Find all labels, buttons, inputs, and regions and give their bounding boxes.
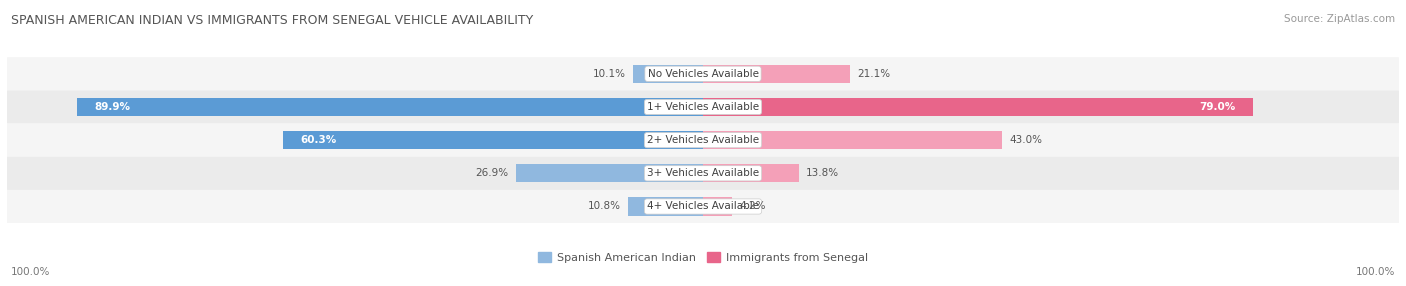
Text: 4.2%: 4.2%: [740, 202, 766, 211]
Text: 10.1%: 10.1%: [593, 69, 626, 79]
Bar: [628, 197, 703, 216]
Text: No Vehicles Available: No Vehicles Available: [648, 69, 758, 79]
Bar: [703, 98, 1253, 116]
Text: 43.0%: 43.0%: [1010, 135, 1042, 145]
Bar: [703, 65, 849, 83]
Text: 13.8%: 13.8%: [806, 168, 839, 178]
Text: Source: ZipAtlas.com: Source: ZipAtlas.com: [1284, 14, 1395, 24]
FancyBboxPatch shape: [7, 90, 1399, 124]
Bar: [77, 98, 703, 116]
Text: 21.1%: 21.1%: [856, 69, 890, 79]
FancyBboxPatch shape: [7, 157, 1399, 190]
FancyBboxPatch shape: [7, 190, 1399, 223]
Text: 1+ Vehicles Available: 1+ Vehicles Available: [647, 102, 759, 112]
Text: 100.0%: 100.0%: [11, 267, 51, 277]
Text: 2+ Vehicles Available: 2+ Vehicles Available: [647, 135, 759, 145]
Text: SPANISH AMERICAN INDIAN VS IMMIGRANTS FROM SENEGAL VEHICLE AVAILABILITY: SPANISH AMERICAN INDIAN VS IMMIGRANTS FR…: [11, 14, 533, 27]
Bar: [703, 164, 799, 182]
Bar: [703, 131, 1002, 149]
Text: 100.0%: 100.0%: [1355, 267, 1395, 277]
Bar: [703, 197, 733, 216]
FancyBboxPatch shape: [7, 124, 1399, 157]
Bar: [633, 65, 703, 83]
Text: 3+ Vehicles Available: 3+ Vehicles Available: [647, 168, 759, 178]
Bar: [284, 131, 703, 149]
Text: 89.9%: 89.9%: [94, 102, 131, 112]
Legend: Spanish American Indian, Immigrants from Senegal: Spanish American Indian, Immigrants from…: [533, 248, 873, 267]
Text: 79.0%: 79.0%: [1199, 102, 1236, 112]
Text: 4+ Vehicles Available: 4+ Vehicles Available: [647, 202, 759, 211]
FancyBboxPatch shape: [7, 57, 1399, 90]
Bar: [516, 164, 703, 182]
Text: 10.8%: 10.8%: [588, 202, 621, 211]
Text: 26.9%: 26.9%: [475, 168, 509, 178]
Text: 60.3%: 60.3%: [301, 135, 337, 145]
